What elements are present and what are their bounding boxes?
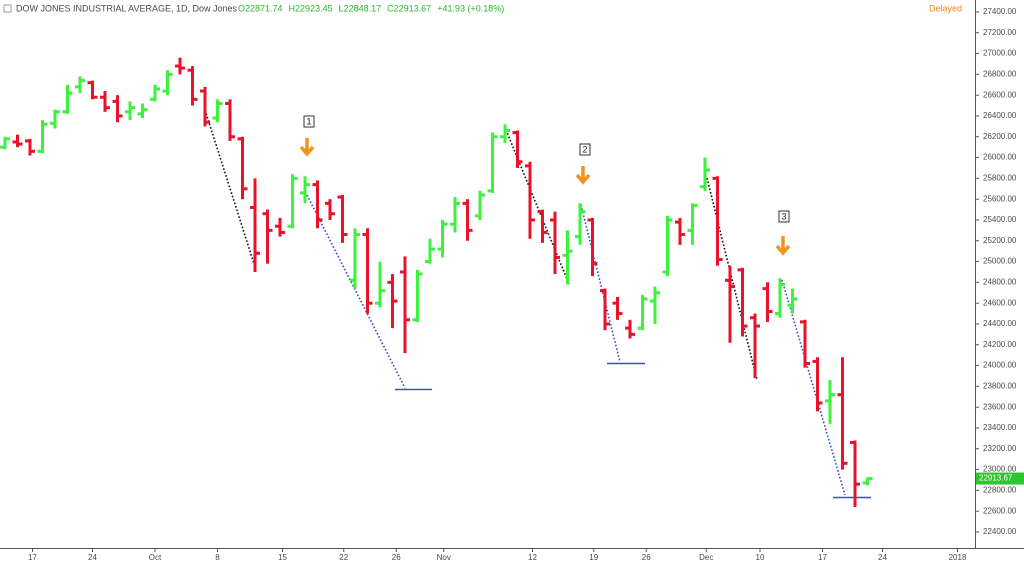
y-tick-label: 26600.00 xyxy=(983,90,1017,99)
y-tick-label: 22400.00 xyxy=(983,527,1017,536)
y-tick-label: 27200.00 xyxy=(983,28,1017,37)
y-tick-label: 23000.00 xyxy=(983,465,1017,474)
y-tick-label: 27000.00 xyxy=(983,49,1017,58)
x-tick-label: 19 xyxy=(589,553,598,562)
annotation-label: 1 xyxy=(306,116,311,126)
legend-value: +41.93 (+0.18%) xyxy=(437,3,504,13)
trend-line xyxy=(505,129,570,285)
trend-line xyxy=(781,279,846,496)
level-lines xyxy=(395,362,871,499)
x-tick-label: 24 xyxy=(88,553,97,562)
x-tick-label: 8 xyxy=(215,553,220,562)
y-tick-label: 24800.00 xyxy=(983,277,1017,286)
x-tick-label: 12 xyxy=(528,553,537,562)
y-tick-label: 22800.00 xyxy=(983,485,1017,494)
y-tick-label: 23400.00 xyxy=(983,423,1017,432)
arrow xyxy=(299,138,315,157)
y-tick-label: 26000.00 xyxy=(983,153,1017,162)
trend-line xyxy=(204,109,257,271)
x-tick-label: 26 xyxy=(642,553,651,562)
y-tick-label: 23200.00 xyxy=(983,444,1017,453)
x-tick-label: 24 xyxy=(878,553,887,562)
y-tick-label: 25800.00 xyxy=(983,173,1017,182)
chart-title: DOW JONES INDUSTRIAL AVERAGE, 1D, Dow Jo… xyxy=(16,3,238,13)
y-tick-label: 23600.00 xyxy=(983,402,1017,411)
trend-line xyxy=(306,194,406,389)
annotation: 2 xyxy=(575,143,591,185)
annotation-label: 3 xyxy=(781,211,786,221)
arrow xyxy=(775,236,791,256)
y-tick-label: 25000.00 xyxy=(983,257,1017,266)
y-tick-label: 25400.00 xyxy=(983,215,1017,224)
y-tick-label: 24200.00 xyxy=(983,340,1017,349)
x-tick-label: 22 xyxy=(339,553,348,562)
symbol-icon[interactable] xyxy=(3,4,12,13)
legend-value: H22923.45 xyxy=(289,3,333,13)
legend-value: O22871.74 xyxy=(238,3,283,13)
y-tick-label: 25600.00 xyxy=(983,194,1017,203)
x-tick-label: 10 xyxy=(756,553,765,562)
x-tick-label: Nov xyxy=(437,553,451,562)
annotation: 3 xyxy=(775,210,791,256)
y-tick-label: 27400.00 xyxy=(983,7,1017,16)
last-price-label: 22913.67 xyxy=(979,474,1013,483)
x-tick-label: 26 xyxy=(392,553,401,562)
last-price-box xyxy=(976,472,1024,485)
y-tick-label: 25200.00 xyxy=(983,236,1017,245)
annotation-label: 2 xyxy=(582,144,587,154)
y-tick-label: 26400.00 xyxy=(983,111,1017,120)
bars xyxy=(0,57,873,508)
annotation-box xyxy=(579,143,591,156)
status: Delayed xyxy=(929,3,962,13)
y-tick-label: 24600.00 xyxy=(983,298,1017,307)
x-tick-label: 17 xyxy=(818,553,827,562)
trend-drawings xyxy=(204,109,846,496)
y-tick-label: 26800.00 xyxy=(983,69,1017,78)
x-tick-label: Dec xyxy=(699,553,713,562)
y-tick-label: 23800.00 xyxy=(983,381,1017,390)
x-tick-label: Oct xyxy=(149,553,162,562)
y-tick-label: 22600.00 xyxy=(983,506,1017,515)
y-tick-label: 26200.00 xyxy=(983,132,1017,141)
legend-values: O22871.74 H22923.45 L22848.17 C22913.67 +41.… xyxy=(238,3,504,13)
annotation: 1 xyxy=(299,115,315,157)
trend-line xyxy=(706,177,758,381)
y-tick-label: 24000.00 xyxy=(983,361,1017,370)
arrow xyxy=(575,166,591,185)
legend-value: C22913.67 xyxy=(387,3,431,13)
annotation-box xyxy=(778,210,790,223)
legend-value: L22848.17 xyxy=(339,3,382,13)
x-tick-label: 15 xyxy=(278,553,287,562)
y-tick-label: 24400.00 xyxy=(983,319,1017,328)
annotation-box xyxy=(303,115,315,128)
x-tick-label: 17 xyxy=(28,553,37,562)
x-tick-label: 2018 xyxy=(949,553,967,562)
